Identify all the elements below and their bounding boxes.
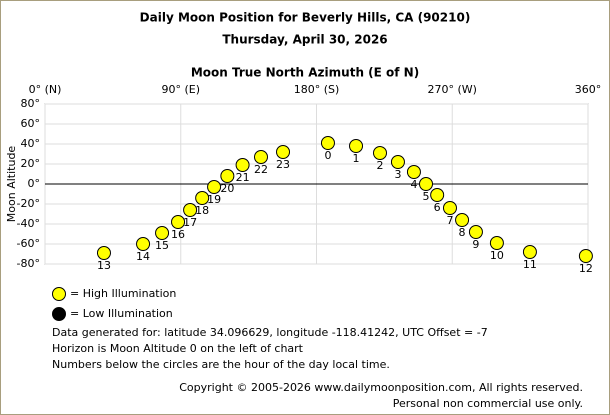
legend-label: = Low Illumination bbox=[70, 307, 173, 320]
moon-point bbox=[155, 226, 170, 240]
moon-point bbox=[578, 249, 593, 263]
chart-subtitle: Thursday, April 30, 2026 bbox=[222, 33, 387, 47]
moon-point bbox=[373, 146, 388, 160]
y-tick-label: -60° bbox=[17, 237, 40, 250]
note: Horizon is Moon Altitude 0 on the left o… bbox=[52, 342, 304, 355]
copyright: Copyright © 2005-2026 www.dailymoonposit… bbox=[179, 381, 583, 394]
hour-label: 14 bbox=[136, 250, 150, 263]
moon-point bbox=[253, 150, 268, 164]
moon-point bbox=[390, 155, 405, 169]
chart-title: Daily Moon Position for Beverly Hills, C… bbox=[140, 11, 471, 25]
moon-point bbox=[430, 188, 445, 202]
hour-label: 10 bbox=[490, 249, 504, 262]
moon-point bbox=[220, 169, 235, 183]
moon-point bbox=[183, 203, 198, 217]
y-tick-label: 60° bbox=[21, 117, 41, 130]
x-axis-label: Moon True North Azimuth (E of N) bbox=[191, 66, 419, 80]
moon-point bbox=[522, 245, 537, 259]
moon-point bbox=[235, 158, 250, 172]
hour-label: 0 bbox=[324, 149, 331, 162]
moon-point bbox=[406, 165, 421, 179]
moon-point bbox=[136, 237, 151, 251]
y-tick-label: -80° bbox=[17, 257, 40, 270]
x-tick-label: 0° (N) bbox=[29, 83, 62, 96]
hour-label: 18 bbox=[195, 204, 209, 217]
copyright: Personal non commercial use only. bbox=[393, 397, 583, 410]
x-tick-label: 360° bbox=[575, 83, 602, 96]
moon-point bbox=[195, 191, 210, 205]
y-tick-label: 0° bbox=[28, 177, 41, 190]
hour-label: 15 bbox=[155, 239, 169, 252]
moon-point bbox=[349, 139, 364, 153]
hour-label: 22 bbox=[254, 163, 268, 176]
note: Numbers below the circles are the hour o… bbox=[52, 358, 390, 371]
hour-label: 21 bbox=[236, 171, 250, 184]
legend-swatch bbox=[52, 287, 66, 301]
hour-label: 7 bbox=[446, 214, 453, 227]
hour-label: 19 bbox=[207, 193, 221, 206]
y-axis-label: Moon Altitude bbox=[5, 146, 18, 223]
y-tick-label: 80° bbox=[21, 97, 41, 110]
hour-label: 17 bbox=[183, 216, 197, 229]
moon-point bbox=[96, 246, 111, 260]
y-tick-label: 20° bbox=[21, 157, 41, 170]
y-tick-label: 40° bbox=[21, 137, 41, 150]
hour-label: 4 bbox=[410, 178, 417, 191]
x-tick-label: 270° (W) bbox=[428, 83, 477, 96]
moon-point bbox=[442, 201, 457, 215]
moon-point bbox=[207, 180, 222, 194]
x-tick-label: 90° (E) bbox=[161, 83, 200, 96]
moon-point bbox=[455, 213, 470, 227]
hour-label: 8 bbox=[459, 226, 466, 239]
hour-label: 16 bbox=[171, 228, 185, 241]
note: Data generated for: latitude 34.096629, … bbox=[52, 326, 488, 339]
hour-label: 5 bbox=[423, 190, 430, 203]
x-tick-label: 180° (S) bbox=[294, 83, 340, 96]
moon-point bbox=[489, 236, 504, 250]
hour-label: 6 bbox=[434, 201, 441, 214]
moon-point bbox=[419, 177, 434, 191]
hour-label: 9 bbox=[472, 238, 479, 251]
hour-label: 3 bbox=[394, 168, 401, 181]
moon-point bbox=[276, 145, 291, 159]
hour-label: 23 bbox=[276, 158, 290, 171]
legend-swatch bbox=[52, 307, 66, 321]
hour-label: 12 bbox=[579, 262, 593, 275]
hour-label: 20 bbox=[220, 182, 234, 195]
hour-label: 11 bbox=[523, 258, 537, 271]
moon-point bbox=[171, 215, 186, 229]
y-tick-label: -20° bbox=[17, 197, 40, 210]
y-tick-label: -40° bbox=[17, 217, 40, 230]
moon-point bbox=[320, 136, 335, 150]
hour-label: 2 bbox=[377, 159, 384, 172]
legend-label: = High Illumination bbox=[70, 287, 176, 300]
moon-point bbox=[468, 225, 483, 239]
hour-label: 13 bbox=[97, 259, 111, 272]
hour-label: 1 bbox=[353, 152, 360, 165]
